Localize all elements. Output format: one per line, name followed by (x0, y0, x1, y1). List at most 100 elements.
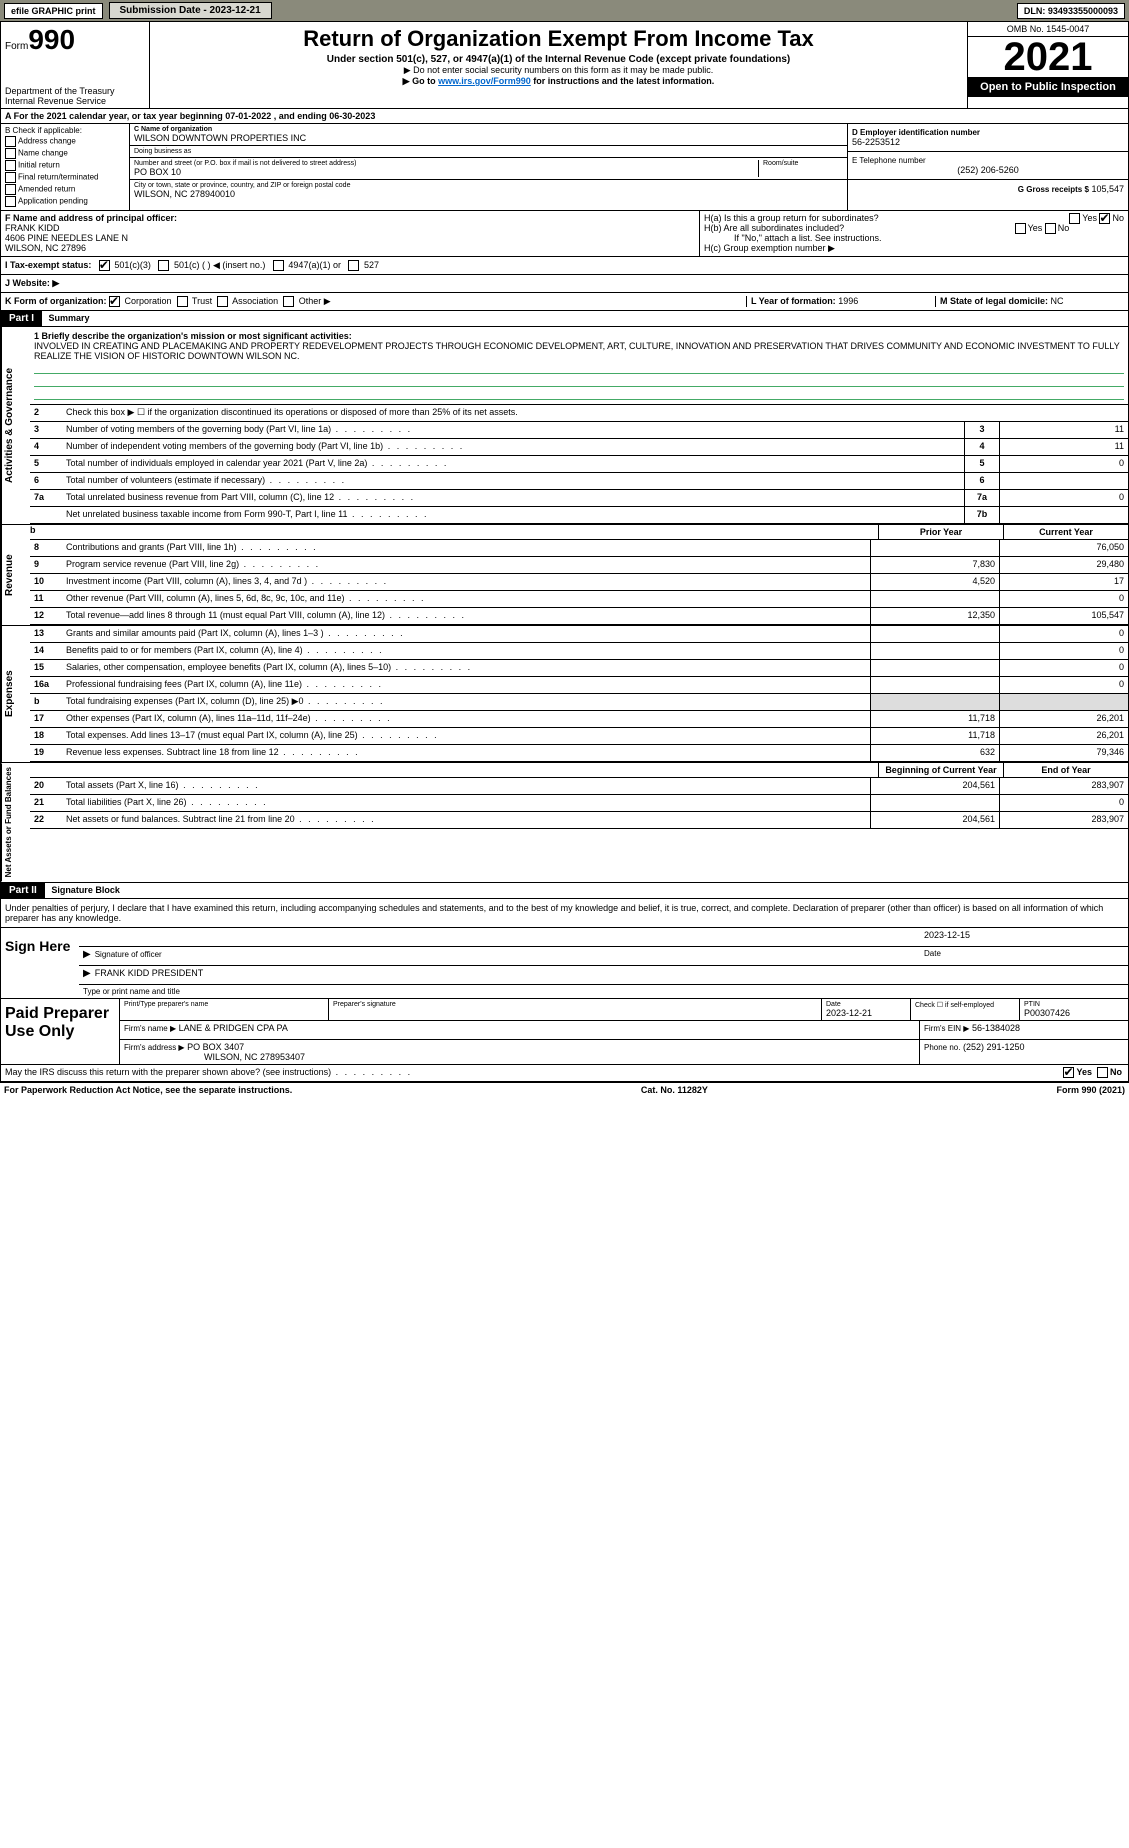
chk-final[interactable]: Final return/terminated (5, 172, 125, 183)
summary-exp: Expenses 13Grants and similar amounts pa… (1, 625, 1128, 762)
summary-line: 11Other revenue (Part VIII, column (A), … (30, 591, 1128, 608)
firm-name-cell: Firm's name ▶ LANE & PRIDGEN CPA PA (120, 1021, 920, 1039)
officer-name: FRANK KIDD (5, 223, 695, 233)
hc-row: H(c) Group exemption number ▶ (704, 243, 1124, 254)
tax-year: 2021 (968, 37, 1128, 77)
city-row: City or town, state or province, country… (130, 180, 847, 201)
line-text: Total fundraising expenses (Part IX, col… (62, 694, 870, 710)
prep-row-2: Firm's name ▶ LANE & PRIDGEN CPA PA Firm… (120, 1021, 1128, 1040)
prior-value (870, 694, 999, 710)
line-box: 4 (964, 439, 999, 455)
summary-line: 14Benefits paid to or for members (Part … (30, 643, 1128, 660)
line-text: Grants and similar amounts paid (Part IX… (62, 626, 870, 642)
hb-yes-chk[interactable] (1015, 223, 1026, 234)
other-lbl: Other ▶ (299, 296, 331, 306)
prior-value: 12,350 (870, 608, 999, 624)
current-value: 0 (999, 626, 1128, 642)
submission-date-button[interactable]: Submission Date - 2023-12-21 (109, 2, 272, 19)
summary-line: 12Total revenue—add lines 8 through 11 (… (30, 608, 1128, 625)
irs-link[interactable]: www.irs.gov/Form990 (438, 76, 531, 86)
may-yes-chk[interactable] (1063, 1067, 1074, 1078)
prior-year-hdr: Prior Year (878, 525, 1003, 539)
may-no-chk[interactable] (1097, 1067, 1108, 1078)
line-2: 2 Check this box ▶ ☐ if the organization… (30, 405, 1128, 422)
city-label: City or town, state or province, country… (134, 182, 843, 189)
firm-addr-cell: Firm's address ▶ PO BOX 3407 WILSON, NC … (120, 1040, 920, 1064)
line-num: 5 (30, 456, 62, 472)
trust-chk[interactable] (177, 296, 188, 307)
line-text: Total number of individuals employed in … (62, 456, 964, 472)
line-text: Total revenue—add lines 8 through 11 (mu… (62, 608, 870, 624)
chk-name[interactable]: Name change (5, 148, 125, 159)
prior-value: 11,718 (870, 711, 999, 727)
summary-line: 22Net assets or fund balances. Subtract … (30, 812, 1128, 829)
chk-pending[interactable]: Application pending (5, 196, 125, 207)
prep-sig-lbl: Preparer's signature (333, 1001, 817, 1008)
4947-chk[interactable] (273, 260, 284, 271)
topbar: efile GRAPHIC print Submission Date - 20… (0, 0, 1129, 21)
firm-phone-cell: Phone no. (252) 291-1250 (920, 1040, 1128, 1064)
gross-value: 105,547 (1091, 184, 1124, 194)
part1-header-row: Part I Summary (1, 311, 1128, 327)
prior-value: 7,830 (870, 557, 999, 573)
chk-amended[interactable]: Amended return (5, 184, 125, 195)
b-marker: b (30, 525, 54, 539)
current-value: 0 (999, 660, 1128, 676)
f-label: F Name and address of principal officer: (5, 213, 695, 223)
line-num (30, 507, 62, 523)
527-chk[interactable] (348, 260, 359, 271)
officer-addr1: 4606 PINE NEEDLES LANE N (5, 233, 695, 243)
corp-chk[interactable] (109, 296, 120, 307)
line-text: Benefits paid to or for members (Part IX… (62, 643, 870, 659)
summary-line: 4Number of independent voting members of… (30, 439, 1128, 456)
line-num: 8 (30, 540, 62, 556)
ein-cell: D Employer identification number 56-2253… (848, 124, 1128, 152)
assoc-chk[interactable] (217, 296, 228, 307)
line-text: Other expenses (Part IX, column (A), lin… (62, 711, 870, 727)
sub3-pre: ▶ Go to (403, 76, 438, 86)
prior-value: 204,561 (870, 812, 999, 828)
ha-yes-chk[interactable] (1069, 213, 1080, 224)
f-label-text: F Name and address of principal officer: (5, 213, 177, 223)
officer-addr2: WILSON, NC 27896 (5, 243, 695, 253)
ptin-cell: PTIN P00307426 (1020, 999, 1128, 1020)
m-val: NC (1051, 296, 1064, 306)
501c3-chk[interactable] (99, 260, 110, 271)
form-header: Form990 Department of the Treasury Inter… (1, 22, 1128, 109)
footer-mid: Cat. No. 11282Y (641, 1085, 708, 1095)
summary-line: 7aTotal unrelated business revenue from … (30, 490, 1128, 507)
m-label: M State of legal domicile: (940, 296, 1048, 306)
hb-no-chk[interactable] (1045, 223, 1056, 234)
line-num: b (30, 694, 62, 710)
line-num: 9 (30, 557, 62, 573)
line-num: 7a (30, 490, 62, 506)
k-left: K Form of organization: Corporation Trus… (5, 296, 746, 307)
h-group: H(a) Is this a group return for subordin… (700, 211, 1128, 256)
k-label: K Form of organization: (5, 296, 107, 306)
line-num: 14 (30, 643, 62, 659)
current-value: 26,201 (999, 728, 1128, 744)
g-label: G Gross receipts $ (1018, 185, 1089, 194)
ha-no-chk[interactable] (1099, 213, 1110, 224)
form-number: Form990 (5, 24, 145, 56)
501c-chk[interactable] (158, 260, 169, 271)
hb-note: If "No," attach a list. See instructions… (704, 233, 1124, 243)
summary-line: 15Salaries, other compensation, employee… (30, 660, 1128, 677)
current-value: 79,346 (999, 745, 1128, 761)
chk-initial[interactable]: Initial return (5, 160, 125, 171)
efile-label: efile GRAPHIC print (4, 3, 103, 19)
assoc-lbl: Association (232, 296, 278, 306)
other-chk[interactable] (283, 296, 294, 307)
form-title: Return of Organization Exempt From Incom… (156, 26, 961, 52)
paid-preparer-label: Paid Preparer Use Only (1, 999, 120, 1064)
f-officer: F Name and address of principal officer:… (1, 211, 700, 256)
chk-amended-lbl: Amended return (18, 185, 75, 194)
mission-box: 1 Briefly describe the organization's mi… (30, 327, 1128, 405)
line-value: 0 (999, 490, 1128, 506)
ptin-lbl: PTIN (1024, 1001, 1124, 1008)
chk-address[interactable]: Address change (5, 136, 125, 147)
col-d-right: D Employer identification number 56-2253… (847, 124, 1128, 210)
line-num: 4 (30, 439, 62, 455)
summary-line: 16aProfessional fundraising fees (Part I… (30, 677, 1128, 694)
summary-line: 21Total liabilities (Part X, line 26)0 (30, 795, 1128, 812)
